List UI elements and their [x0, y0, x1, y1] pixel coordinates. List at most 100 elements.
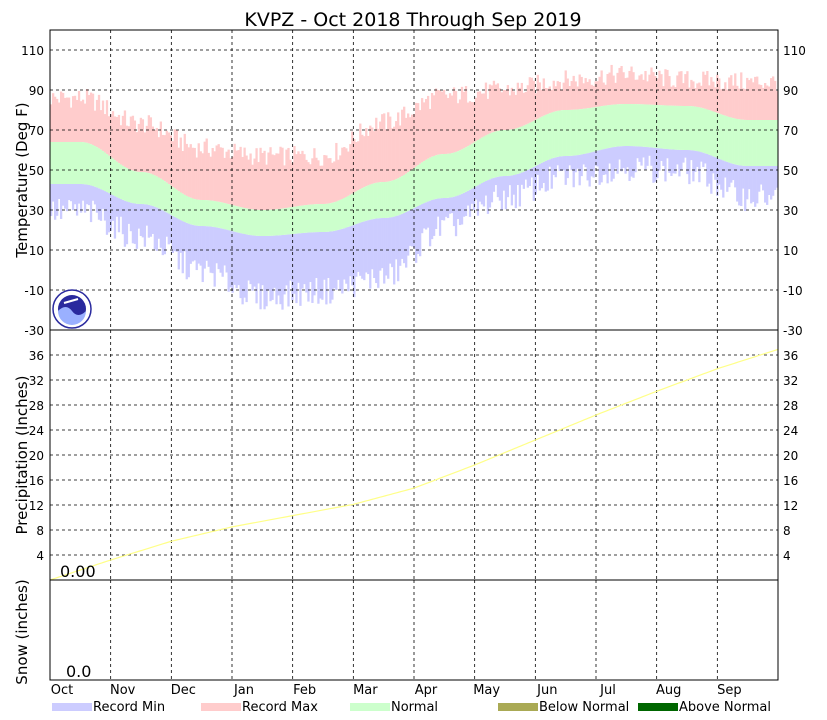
normal-bar — [50, 142, 53, 184]
record-max-bar — [776, 91, 779, 120]
normal-bar — [145, 172, 149, 205]
normal-bar — [319, 204, 322, 233]
normal-bar — [119, 164, 123, 200]
normal-bar — [460, 149, 464, 194]
record-max-bar — [133, 120, 137, 172]
record-max-bar — [680, 71, 683, 106]
record-max-bar — [371, 127, 374, 184]
normal-bar — [323, 203, 326, 232]
precipitation-tick-right: 16 — [783, 474, 798, 488]
record-max-bar — [770, 78, 773, 120]
record-min-bar — [630, 146, 633, 177]
record-min-bar — [490, 178, 494, 203]
record-max-bar — [688, 87, 691, 107]
record-min-bar — [345, 227, 348, 284]
record-max-bar — [221, 147, 224, 203]
record-min-bar — [732, 163, 735, 181]
record-min-bar — [452, 196, 456, 227]
record-min-bar — [187, 223, 190, 278]
precipitation-axis-label: Precipitation (Inches) — [13, 376, 31, 535]
record-max-bar — [542, 78, 545, 116]
record-min-bar — [129, 202, 133, 232]
record-max-bar — [494, 84, 498, 132]
record-min-bar — [450, 197, 454, 214]
record-min-bar — [496, 176, 500, 198]
temperature-tick-right: 110 — [783, 44, 806, 58]
precipitation-tick-left: 24 — [29, 424, 44, 438]
record-min-bar — [69, 184, 73, 202]
record-max-bar — [359, 123, 362, 190]
normal-bar — [329, 203, 332, 232]
record-min-bar — [275, 235, 278, 305]
normal-bar — [496, 130, 500, 177]
record-max-bar — [299, 153, 302, 206]
record-min-bar — [271, 235, 274, 300]
record-min-bar — [99, 189, 103, 221]
record-max-bar — [145, 125, 149, 173]
temperature-bands — [50, 64, 779, 310]
record-min-bar — [640, 146, 643, 166]
record-min-bar — [195, 225, 198, 271]
normal-bar — [738, 119, 741, 166]
record-max-bar — [728, 77, 731, 118]
normal-bar — [558, 110, 561, 157]
normal-bar — [654, 104, 657, 148]
record-min-bar — [492, 177, 496, 192]
record-max-bar — [91, 93, 95, 146]
normal-band-bars — [50, 104, 779, 236]
record-min-bar — [93, 186, 97, 205]
record-min-bar — [776, 166, 779, 188]
record-min-bar — [159, 209, 162, 248]
normal-bar — [151, 174, 155, 206]
record-min-bar — [734, 164, 737, 188]
normal-bar — [584, 108, 587, 154]
record-max-bar — [708, 85, 711, 111]
record-min-bar — [57, 184, 61, 200]
record-max-bar — [167, 132, 170, 185]
record-max-bar — [185, 143, 188, 196]
normal-bar — [195, 199, 198, 226]
temperature-tick-left: 50 — [29, 164, 44, 178]
normal-bar — [369, 184, 372, 220]
record-max-bar — [127, 126, 131, 170]
normal-bar — [93, 146, 97, 187]
record-min-bar — [558, 156, 561, 172]
normal-bar — [301, 205, 304, 234]
record-min-bar — [111, 195, 115, 221]
record-min-bar — [500, 176, 504, 210]
normal-bar — [498, 130, 502, 177]
record-max-bar — [726, 89, 729, 117]
temperature-tick-labels: -30 -30 -10 -10 10 10 30 30 50 50 70 70 90 90 110 110 — [21, 44, 806, 338]
normal-bar — [281, 208, 284, 236]
record-max-bar — [57, 102, 61, 142]
record-max-bar — [79, 101, 83, 143]
record-max-bar — [265, 164, 268, 210]
record-max-bar — [235, 150, 238, 207]
record-max-bar — [369, 125, 372, 185]
precipitation-tick-left: 8 — [36, 524, 44, 538]
record-min-bar — [197, 225, 200, 264]
month-axis-labels: Oct Nov Dec Jan Feb Mar Apr May Jun Jul Aug Sep — [51, 683, 742, 698]
record-min-bar — [596, 150, 599, 167]
record-max-bar — [335, 142, 338, 202]
normal-bar — [484, 135, 488, 182]
normal-bar — [271, 209, 274, 236]
normal-bar — [217, 201, 220, 228]
record-min-bar — [117, 198, 121, 233]
record-max-bar — [774, 80, 777, 120]
record-max-bar — [552, 80, 555, 112]
normal-bar — [247, 208, 250, 235]
normal-bar — [722, 115, 725, 161]
normal-bar — [377, 182, 380, 219]
record-max-bar — [151, 126, 155, 175]
normal-bar — [83, 142, 87, 185]
normal-bar — [303, 205, 306, 233]
record-min-bar — [556, 156, 559, 166]
record-max-bar — [432, 95, 436, 156]
record-max-bar — [169, 135, 172, 186]
record-max-bar — [313, 148, 316, 205]
record-max-bar — [740, 72, 743, 120]
temperature-tick-right: -10 — [783, 284, 803, 298]
normal-bar — [678, 105, 681, 150]
normal-bar — [650, 104, 653, 148]
